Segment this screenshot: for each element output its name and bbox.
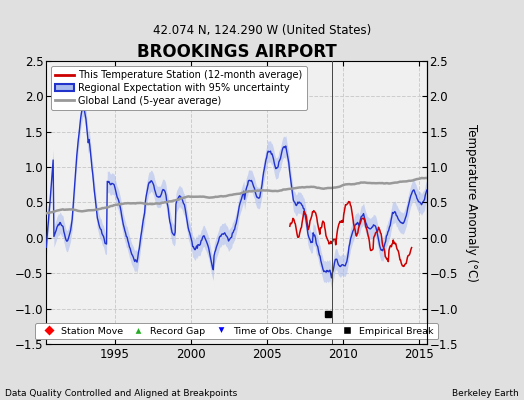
- Text: Berkeley Earth: Berkeley Earth: [452, 389, 519, 398]
- Text: 42.074 N, 124.290 W (United States): 42.074 N, 124.290 W (United States): [153, 24, 371, 37]
- Legend: Station Move, Record Gap, Time of Obs. Change, Empirical Break: Station Move, Record Gap, Time of Obs. C…: [36, 323, 438, 339]
- Y-axis label: Temperature Anomaly (°C): Temperature Anomaly (°C): [465, 124, 477, 282]
- Title: BROOKINGS AIRPORT: BROOKINGS AIRPORT: [137, 43, 336, 61]
- Text: Data Quality Controlled and Aligned at Breakpoints: Data Quality Controlled and Aligned at B…: [5, 389, 237, 398]
